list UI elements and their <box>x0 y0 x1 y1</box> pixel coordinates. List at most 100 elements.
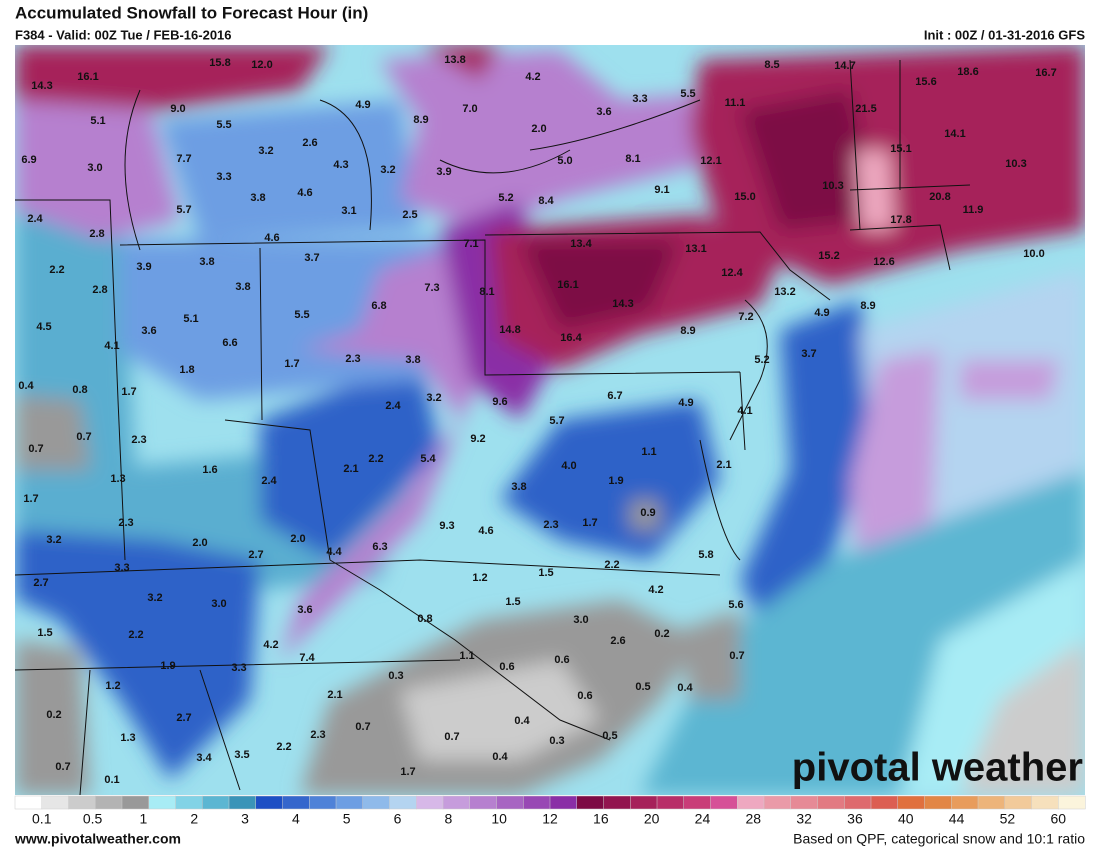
map-value-label: 3.8 <box>235 281 250 293</box>
map-value-label: 4.2 <box>648 584 663 596</box>
map-value-label: 4.4 <box>326 546 342 558</box>
colorbar-label: 28 <box>746 811 762 827</box>
colorbar-label: 1 <box>140 811 148 827</box>
colorbar-label: 16 <box>593 811 609 827</box>
map-value-label: 5.5 <box>680 88 695 100</box>
map-value-label: 8.9 <box>680 325 695 337</box>
map-value-label: 2.1 <box>716 459 731 471</box>
map-value-label: 8.1 <box>625 153 640 165</box>
map-value-label: 7.1 <box>463 238 478 250</box>
map-value-label: 2.3 <box>310 729 325 741</box>
map-value-label: 14.3 <box>31 80 52 92</box>
map-value-label: 3.8 <box>199 256 214 268</box>
map-value-label: 7.2 <box>738 311 753 323</box>
map-value-label: 15.1 <box>890 143 911 155</box>
map-value-label: 4.3 <box>333 159 348 171</box>
map-value-label: 4.6 <box>478 525 493 537</box>
colorbar-swatch <box>710 795 738 810</box>
site-url: www.pivotalweather.com <box>14 831 181 847</box>
map-value-label: 3.1 <box>341 205 356 217</box>
map-value-label: 14.7 <box>834 60 855 72</box>
map-value-label: 11.1 <box>725 97 746 109</box>
map-value-label: 16.1 <box>557 279 578 291</box>
map-value-label: 4.9 <box>678 397 693 409</box>
colorbar-swatch <box>737 795 765 810</box>
map-value-label: 4.2 <box>263 639 278 651</box>
colorbar-swatch <box>523 795 551 810</box>
map-value-label: 1.7 <box>400 766 415 778</box>
colorbar-swatch <box>148 795 177 810</box>
map-value-label: 0.3 <box>549 735 564 747</box>
map-value-label: 2.4 <box>27 213 43 225</box>
map-value-label: 15.2 <box>818 250 839 262</box>
colorbar-swatch <box>335 795 364 810</box>
map-value-label: 3.7 <box>304 252 319 264</box>
map-value-label: 0.1 <box>104 774 119 786</box>
map-value-label: 0.7 <box>355 721 370 733</box>
colorbar-swatch <box>95 795 123 810</box>
map-value-label: 0.4 <box>677 682 693 694</box>
colorbar-swatch <box>951 795 979 810</box>
colorbar-swatch <box>14 795 43 810</box>
map-value-label: 3.3 <box>216 171 231 183</box>
colorbar-label: 6 <box>394 811 402 827</box>
colorbar-swatch <box>630 795 658 810</box>
colorbar-swatch <box>549 795 578 810</box>
colorbar-swatch <box>870 795 899 810</box>
map-value-label: 1.6 <box>202 464 217 476</box>
colorbar-label: 12 <box>542 811 558 827</box>
map-value-label: 4.2 <box>525 71 540 83</box>
map-value-label: 2.2 <box>128 629 143 641</box>
map-value-label: 2.0 <box>192 537 207 549</box>
map-value-label: 5.2 <box>498 192 513 204</box>
map-value-label: 2.1 <box>327 689 342 701</box>
map-value-label: 16.4 <box>560 332 582 344</box>
map-value-label: 21.5 <box>855 103 876 115</box>
map-value-label: 3.6 <box>596 106 611 118</box>
map-value-label: 7.4 <box>299 652 315 664</box>
map-value-label: 12.4 <box>721 267 743 279</box>
map-value-label: 1.7 <box>284 358 299 370</box>
colorbar: 0.1 0.5 1 2 3 4 5 6 8 10 12 16 20 24 28 32 36 40 44 52 60 <box>14 795 1086 827</box>
map-value-label: 10.3 <box>822 180 843 192</box>
map: 14.3 16.1 15.8 12.0 13.8 4.2 8.5 14.7 15.6 18.6 16… <box>15 45 1085 795</box>
map-value-label: 5.1 <box>183 313 198 325</box>
map-value-label: 7.3 <box>424 282 439 294</box>
colorbar-label: 40 <box>898 811 914 827</box>
colorbar-swatch <box>817 795 845 810</box>
colorbar-label: 32 <box>796 811 812 827</box>
map-value-label: 4.1 <box>104 340 119 352</box>
map-value-label: 0.7 <box>55 761 70 773</box>
map-value-label: 5.7 <box>176 204 191 216</box>
colorbar-label: 52 <box>1000 811 1016 827</box>
map-value-label: 13.1 <box>685 243 706 255</box>
colorbar-swatch <box>576 795 605 810</box>
map-value-label: 14.3 <box>612 298 633 310</box>
map-value-label: 0.7 <box>28 443 43 455</box>
map-value-label: 3.2 <box>46 534 61 546</box>
colorbar-label: 2 <box>190 811 198 827</box>
map-value-label: 3.8 <box>405 354 420 366</box>
map-value-label: 0.4 <box>514 715 530 727</box>
map-value-label: 3.4 <box>196 752 212 764</box>
map-value-label: 3.0 <box>87 162 102 174</box>
colorbar-swatch <box>175 795 203 810</box>
map-value-label: 14.8 <box>499 324 520 336</box>
map-value-label: 0.5 <box>602 730 617 742</box>
map-value-label: 0.2 <box>654 628 669 640</box>
map-value-label: 2.0 <box>531 123 546 135</box>
colorbar-swatch <box>844 795 872 810</box>
colorbar-label: 4 <box>292 811 300 827</box>
map-value-label: 5.7 <box>549 415 564 427</box>
map-value-label: 5.2 <box>754 354 769 366</box>
map-value-label: 12.6 <box>873 256 894 268</box>
map-value-label: 1.3 <box>120 732 135 744</box>
colorbar-label: 5 <box>343 811 351 827</box>
colorbar-swatch <box>1031 795 1059 810</box>
map-value-label: 6.9 <box>21 154 36 166</box>
map-value-label: 17.8 <box>890 214 911 226</box>
map-value-label: 2.4 <box>385 400 401 412</box>
colorbar-swatch <box>309 795 337 810</box>
map-value-label: 0.7 <box>76 431 91 443</box>
colorbar-label: 20 <box>644 811 660 827</box>
